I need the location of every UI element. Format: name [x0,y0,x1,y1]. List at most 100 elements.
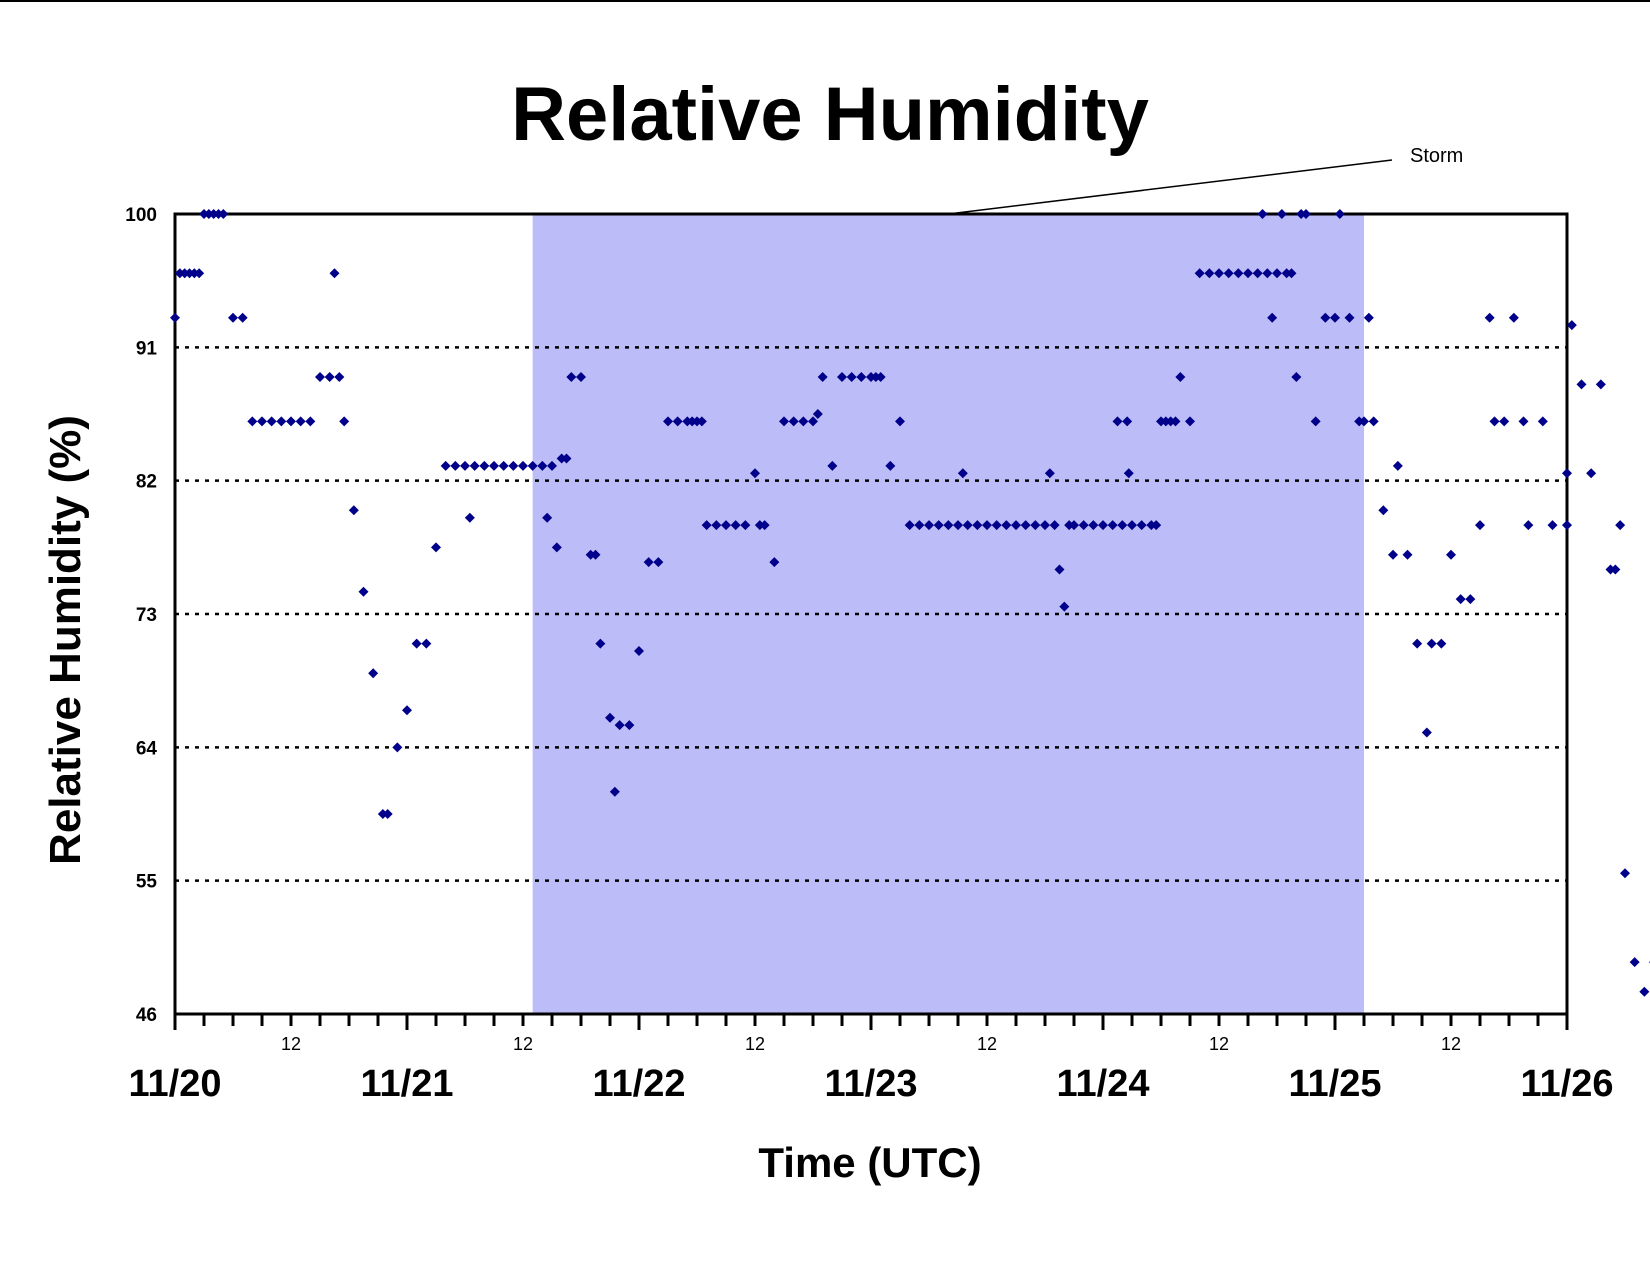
x-minor-tick-label: 12 [281,1034,301,1054]
data-point [972,520,983,531]
data-point [1562,520,1572,531]
data-point [1484,312,1495,323]
data-point [228,312,238,323]
y-tick-label: 91 [136,338,158,359]
data-point [1402,549,1413,560]
data-point [653,557,664,568]
data-point [1252,268,1263,279]
data-point [247,416,258,427]
data-point [1518,416,1529,427]
data-point [933,520,944,531]
data-point [1170,416,1181,427]
data-point [817,371,828,382]
data-point [1499,416,1510,427]
data-point [1098,520,1108,531]
data-point [1267,312,1278,323]
data-point [315,371,325,382]
data-point [663,416,673,427]
data-point [489,460,499,471]
data-point [1310,416,1321,427]
data-point [769,557,780,568]
data-point [1185,416,1195,427]
data-point [846,371,857,382]
data-point [1078,520,1089,531]
data-point [924,520,934,531]
data-point [696,416,707,427]
data-point [286,416,296,427]
data-point [1069,520,1079,531]
data-point [595,638,606,649]
data-point [788,416,799,427]
data-point [614,720,625,731]
y-tick-label: 55 [136,872,158,893]
x-major-tick-label: 11/21 [361,1063,454,1105]
data-point [1112,416,1123,427]
data-point [856,371,867,382]
data-point [1595,379,1606,390]
data-point [1175,371,1186,382]
y-axis-label: Relative Humidity (%) [41,415,90,865]
data-point [1412,638,1423,649]
data-point [237,312,248,323]
data-point [914,520,925,531]
data-point [1639,986,1650,997]
x-minor-tick-label: 12 [745,1034,765,1054]
data-point [1489,416,1500,427]
x-major-tick-label: 11/22 [593,1063,686,1105]
data-point [953,520,963,531]
data-point [305,416,316,427]
x-major-tick-label: 11/25 [1289,1063,1382,1105]
data-point [392,742,403,753]
data-point [1508,312,1519,323]
grid-lines [175,346,1567,882]
y-tick-label: 73 [136,605,157,626]
data-point [1272,268,1282,279]
data-point [551,542,562,553]
data-point [750,468,760,479]
data-point [1123,468,1134,479]
data-point [1127,520,1137,531]
data-point [1436,638,1447,649]
data-point [1562,468,1572,479]
data-point [537,460,548,471]
data-point [982,520,992,531]
data-point [962,520,973,531]
data-point [1107,520,1118,531]
data-point [1537,416,1548,427]
x-axis-ticks: 12 12 12 12 12 12 11/20 11/21 11/22 11/23 11/24 11/… [129,1014,1614,1105]
data-point [590,549,601,560]
x-axis-label: Time (UTC) [758,1139,981,1186]
data-point [257,416,267,427]
data-point [624,720,635,731]
data-point [1421,727,1432,738]
data-point [711,520,722,531]
data-point [875,371,886,382]
data-point [827,460,838,471]
data-point [808,416,818,427]
data-point [1388,549,1398,560]
data-point [1615,520,1626,531]
data-point [1344,312,1355,323]
data-point [1088,520,1099,531]
data-point [479,460,490,471]
data-point [1136,520,1147,531]
data-point [1262,268,1273,279]
data-point [324,371,335,382]
data-point [1378,505,1389,516]
data-point [1049,520,1060,531]
data-point [460,460,470,471]
data-point [957,468,968,479]
data-point [498,460,509,471]
data-points [170,209,1650,997]
data-point [518,460,528,471]
data-point [1243,268,1253,279]
data-point [1054,564,1065,575]
data-point [1455,594,1466,605]
data-point [402,705,412,716]
data-point [276,416,287,427]
data-point [440,460,451,471]
data-point [812,409,823,419]
data-point [547,460,557,471]
data-point [1059,601,1070,612]
